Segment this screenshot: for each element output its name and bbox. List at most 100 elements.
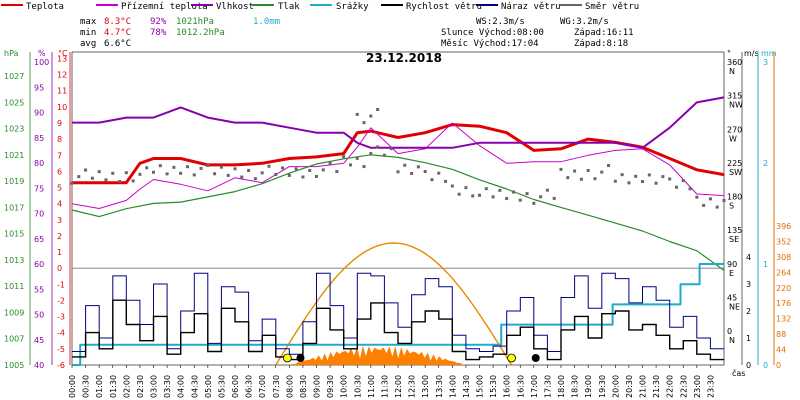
legend-label-vlhkost: Vlhkost [216, 2, 254, 12]
x-tick-label: 09:00 [313, 375, 322, 398]
wind-tick: 2 [746, 307, 751, 316]
legend-label-prizemni-teplota: Přízemní teplota [121, 2, 208, 12]
stats-avg-label: avg [80, 39, 96, 49]
direction-tick-name: E [729, 269, 734, 278]
solar-tick: 220 [776, 284, 791, 293]
wind-direction-point [715, 205, 719, 209]
x-tick-label: 04:30 [190, 375, 199, 398]
x-tick-label: 00:30 [82, 375, 91, 398]
wind-direction-point [573, 169, 577, 173]
wind-direction-point [545, 188, 549, 192]
x-tick-label: 08:00 [285, 375, 294, 398]
wind-direction-point [206, 164, 210, 168]
x-tick-label: 16:30 [516, 375, 525, 398]
x-tick-label: 10:30 [353, 375, 362, 398]
wind-direction-point [240, 175, 244, 179]
temperature-tick: 13 [57, 54, 67, 63]
legend-label-tlak: Tlak [278, 2, 300, 12]
wind-direction-point [634, 174, 638, 178]
x-tick-label: 14:00 [448, 375, 457, 398]
series-line-3 [71, 154, 725, 271]
wind-direction-point [274, 172, 278, 176]
sun-rise: Slunce Východ:08:00 [441, 28, 544, 38]
wind-direction-point [84, 168, 88, 172]
x-tick-label: 15:00 [476, 375, 485, 398]
wind-direction-point [450, 184, 454, 188]
wind-direction-point [444, 179, 448, 183]
x-tick-label: 01:00 [95, 375, 104, 398]
x-tick-label: 11:30 [380, 375, 389, 398]
wind-direction-point [185, 165, 189, 169]
wind-tick: 3 [746, 280, 751, 289]
legend-label-teplota: Teplota [26, 2, 64, 12]
solar-tick: 308 [776, 253, 791, 262]
wind-direction-point [607, 164, 611, 168]
temperature-tick: 8 [57, 135, 62, 144]
stats-max-label: max [80, 17, 97, 27]
x-axis: 00:00 00:30 01:00 01:30 02:00 02:30 03:00 03:30… [68, 365, 715, 398]
direction-tick-deg: 135 [727, 226, 742, 235]
direction-axis-label: ° [727, 49, 731, 58]
temperature-tick: 0 [57, 264, 62, 273]
pressure-tick: 1023 [4, 125, 24, 134]
wind-direction-point [559, 167, 563, 171]
stats-block: max 8.3°C 92% 1021hPa 1.0mm min 4.7°C 78… [80, 17, 280, 49]
wind-direction-point [247, 168, 251, 172]
wind-direction-point [491, 195, 495, 199]
solar-tick: 396 [776, 222, 791, 231]
wind-tick: 4 [746, 253, 751, 262]
wind-direction-point [179, 171, 183, 175]
pressure-tick: 1013 [4, 256, 24, 265]
direction-tick-deg: 270 [727, 125, 742, 134]
wind-direction-point [90, 176, 94, 180]
x-tick-label: 10:00 [340, 375, 349, 398]
moon-set: Západ:8:18 [574, 39, 628, 49]
sun-block: WS:2.3m/s WG:3.2m/s Slunce Východ:08:00 … [441, 17, 634, 49]
direction-tick-deg: 360 [727, 58, 742, 67]
wind-direction-point [287, 173, 291, 177]
series-line-0 [72, 123, 725, 185]
wind-direction-point [416, 165, 420, 169]
humidity-tick: 100 [34, 58, 49, 67]
wind-direction-point [586, 168, 590, 172]
pressure-tick: 1011 [4, 282, 24, 291]
stats-avg-temp: 6.6°C [104, 39, 131, 49]
temperature-tick: 10 [57, 103, 67, 112]
humidity-tick: 45 [34, 336, 44, 345]
legend-label-smer-vetru: Směr větru [585, 2, 639, 12]
wind-direction-point [376, 107, 380, 111]
temperature-tick: 4 [57, 200, 62, 209]
wind-direction-point [661, 175, 665, 179]
humidity-tick: 80 [34, 159, 44, 168]
wind-direction-point [382, 153, 386, 157]
wind-direction-point [308, 168, 312, 172]
x-tick-label: 21:00 [639, 375, 648, 398]
legend-swatch-prizemni-teplota [96, 4, 118, 6]
stats-max-rain: 1.0mm [253, 17, 280, 27]
direction-tick-name: SW [729, 168, 742, 177]
direction-tick-name: NW [729, 101, 743, 110]
solar-tick: 176 [776, 299, 791, 308]
wind-direction-point [647, 173, 651, 177]
temperature-tick: 9 [57, 119, 62, 128]
wind-direction-point [539, 195, 543, 199]
solar-theoretical-curve [275, 242, 513, 366]
x-tick-label: 05:30 [217, 375, 226, 398]
wind-direction-point [478, 193, 481, 197]
humidity-tick: 50 [34, 311, 44, 320]
wind-direction-point [213, 172, 217, 176]
x-tick-label: 05:00 [204, 375, 213, 398]
stats-min-label: min [80, 28, 96, 38]
wind-direction-point [464, 186, 468, 190]
wind-direction-point [118, 180, 122, 184]
direction-tick-deg: 315 [727, 92, 742, 101]
legend-label-rychlost-vetru: Rychlost větru [406, 2, 482, 12]
wind-axis-label: m/s [744, 49, 759, 58]
x-tick-label: 13:00 [421, 375, 430, 398]
stats-min-pressure: 1012.2hPa [176, 28, 225, 38]
wind-direction-point [362, 165, 366, 169]
wind-tick: 0 [746, 361, 751, 370]
wind-direction-point [579, 177, 583, 181]
x-tick-label: 11:00 [367, 375, 376, 398]
